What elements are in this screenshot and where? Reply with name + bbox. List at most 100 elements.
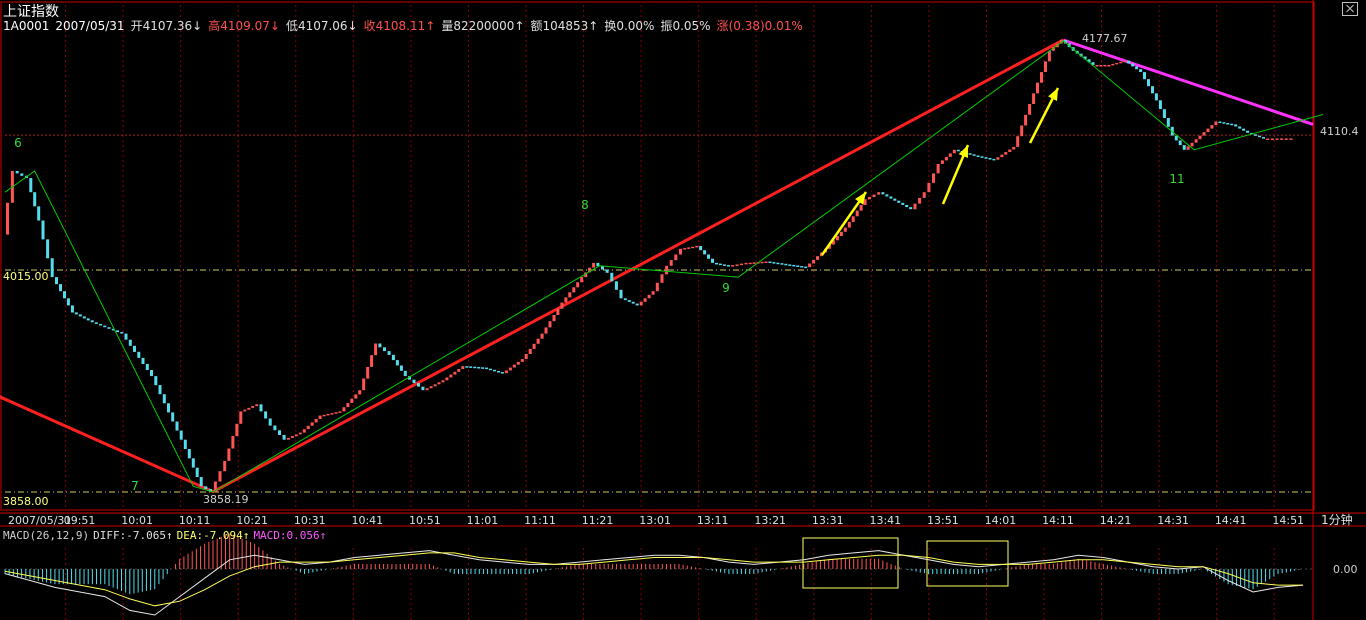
candle <box>812 259 816 264</box>
candle <box>508 367 512 371</box>
candle <box>191 458 195 468</box>
chart-title: 上证指数 <box>3 4 59 20</box>
candle <box>141 357 145 364</box>
candle <box>1004 152 1008 155</box>
candle <box>722 264 726 266</box>
candle <box>278 430 281 435</box>
open: 开4107.36↓ <box>130 19 203 33</box>
close: 收4108.11↑ <box>363 19 436 33</box>
candle <box>318 415 322 419</box>
x-tick-label: 11:21 <box>582 514 614 527</box>
uptrend-line <box>0 38 1065 494</box>
candle <box>290 436 294 438</box>
downtrend-line <box>1062 38 1314 126</box>
candle <box>154 376 158 386</box>
candle <box>145 363 149 370</box>
candle <box>918 197 922 204</box>
candle <box>703 250 707 255</box>
candle <box>905 205 909 208</box>
candle <box>540 333 544 339</box>
candle <box>55 277 58 285</box>
y-label: 4015.00 <box>3 270 49 283</box>
candle <box>489 368 492 371</box>
x-tick-label: 14:01 <box>985 514 1017 527</box>
candle <box>374 343 378 356</box>
candle <box>940 160 944 164</box>
candle <box>859 205 863 211</box>
x-tick-label: 14:11 <box>1042 514 1074 527</box>
candle <box>239 411 243 424</box>
candle <box>354 394 358 399</box>
candle <box>247 407 251 410</box>
x-tick-label: 13:21 <box>754 514 786 527</box>
candle <box>74 312 78 315</box>
candle <box>1254 134 1257 136</box>
candle <box>370 355 374 367</box>
candle <box>294 434 298 437</box>
candle <box>391 354 395 361</box>
candle <box>948 153 952 157</box>
turnover: 换0.00% <box>604 19 655 33</box>
candle <box>516 361 520 365</box>
candle <box>699 246 703 251</box>
volume: 量82200000↑ <box>441 19 525 33</box>
candle <box>1083 56 1087 60</box>
x-tick-label: 10:41 <box>351 514 383 527</box>
candle <box>41 220 45 240</box>
wave-label: 6 <box>14 136 22 150</box>
candle <box>1091 62 1095 65</box>
candle <box>1020 125 1024 137</box>
x-tick-label: 10:31 <box>294 514 326 527</box>
candle <box>560 302 564 309</box>
candle <box>1174 135 1178 141</box>
candle <box>992 158 996 161</box>
x-tick-label: 13:01 <box>639 514 671 527</box>
candle <box>976 155 980 157</box>
candle <box>477 367 481 369</box>
candle <box>512 364 516 368</box>
candle <box>936 164 940 174</box>
candle <box>1182 145 1186 150</box>
candle <box>1040 72 1043 83</box>
candle <box>322 414 326 417</box>
candle <box>183 439 187 449</box>
candle <box>695 246 699 248</box>
candle <box>601 266 604 270</box>
candle <box>473 366 477 369</box>
candle <box>863 199 867 205</box>
candle <box>536 338 540 344</box>
candle <box>15 171 19 174</box>
candle <box>362 378 366 391</box>
candle <box>383 347 386 352</box>
arrow-shaft <box>820 191 868 256</box>
candle <box>952 149 956 154</box>
candle <box>660 274 664 283</box>
candle <box>1230 123 1234 126</box>
candle <box>572 287 576 293</box>
code: 1A0001 <box>3 19 50 33</box>
wave-label: 8 <box>581 198 589 212</box>
candle <box>835 236 839 241</box>
macd-header: MACD(26,12,9) DIFF:-7.065↑ DEA:-7.094↑ MACD… <box>3 529 330 542</box>
candle <box>831 240 835 245</box>
candle <box>768 261 772 263</box>
candle <box>669 260 673 266</box>
x-tick-label: 14:41 <box>1215 514 1247 527</box>
x-tick-label: 10:11 <box>179 514 211 527</box>
x-tick-label: 14:21 <box>1100 514 1132 527</box>
candle <box>1012 147 1016 150</box>
x-tick-label: 13:11 <box>697 514 729 527</box>
candle <box>1280 138 1284 140</box>
candle <box>1158 100 1162 110</box>
candle <box>988 158 992 160</box>
x-tick-label: 13:31 <box>812 514 844 527</box>
candle <box>764 261 768 263</box>
candle <box>306 425 310 430</box>
close-icon[interactable] <box>1342 2 1358 16</box>
candle <box>179 430 183 440</box>
candle <box>897 200 901 203</box>
candle <box>433 384 437 387</box>
trend-lines <box>0 38 1314 494</box>
candle <box>417 383 420 387</box>
candle <box>984 157 988 159</box>
